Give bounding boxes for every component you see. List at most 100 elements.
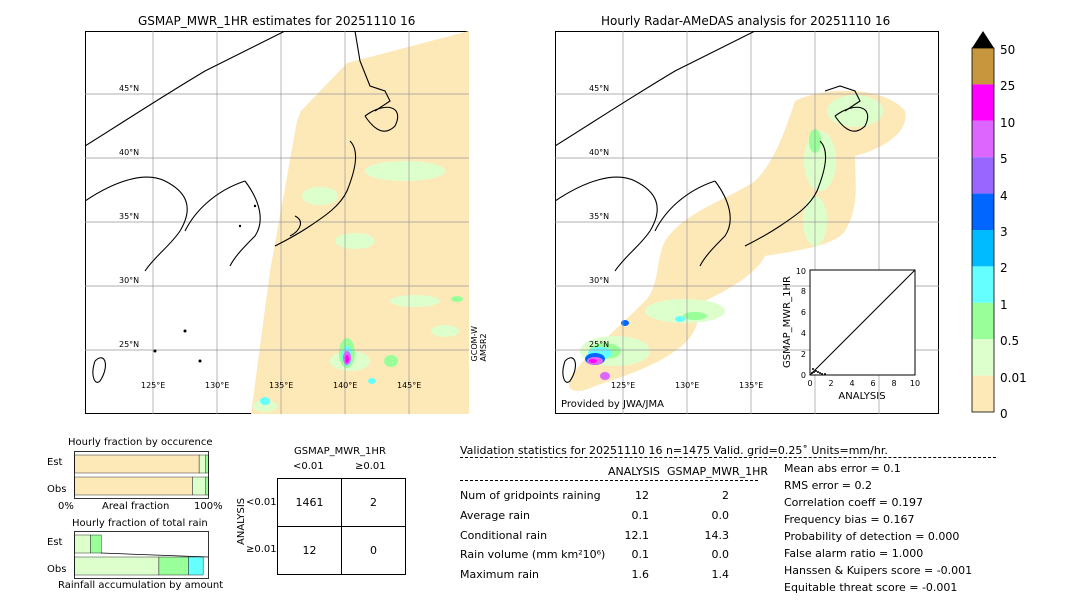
est-obs-connector xyxy=(100,552,209,558)
lat-label: 35°N xyxy=(589,212,609,221)
colorbar-label: 0 xyxy=(1000,407,1008,418)
contingency-row1: <0.01 xyxy=(246,497,277,508)
colorbar-label: 50 xyxy=(1000,43,1015,57)
y-tick: 6 xyxy=(801,308,806,317)
stat-analysis: 0.1 xyxy=(631,509,650,522)
bar-segment-obs xyxy=(158,556,189,576)
contingency-cell: 2 xyxy=(341,478,406,527)
x-tick: 8 xyxy=(891,379,896,388)
bar-segment-obs xyxy=(188,556,204,576)
left-map-title: GSMAP_MWR_1HR estimates for 20251110 16 xyxy=(138,14,416,28)
colorbar-label: 0.01 xyxy=(1000,371,1026,385)
contingency-title: GSMAP_MWR_1HR xyxy=(294,446,386,457)
occurrence-axis-label: Areal fraction xyxy=(102,501,170,512)
right-map-title: Hourly Radar-AMeDAS analysis for 2025111… xyxy=(601,14,891,28)
lat-label: 25°N xyxy=(119,340,139,349)
score-line: Correlation coeff = 0.197 xyxy=(784,496,923,509)
x-tick: 4 xyxy=(849,379,854,388)
stat-analysis: 12.1 xyxy=(624,529,650,542)
colorbar-label: 1 xyxy=(1000,298,1008,312)
colorbar-label: 4 xyxy=(1000,189,1008,203)
lon-label: 125°E xyxy=(611,381,635,390)
colorbar: 50 25 10 5 4 3 2 1 0.5 0.01 0 xyxy=(971,31,1026,418)
validation-divider xyxy=(460,457,996,458)
colorbar-segment xyxy=(972,230,994,267)
lon-label: 125°E xyxy=(141,381,165,390)
colorbar-label: 10 xyxy=(1000,116,1015,130)
satellite-label: GCOM-W AMSR2 xyxy=(470,326,488,362)
bar-segment-est xyxy=(90,534,102,554)
contingency-col2: ≥0.01 xyxy=(355,461,386,472)
lat-label: 35°N xyxy=(119,212,139,221)
validation-subdivider xyxy=(460,480,758,481)
bar-segment-est xyxy=(74,454,200,474)
stat-label: Maximum rain xyxy=(460,568,539,581)
occurrence-axis-right: 100% xyxy=(194,501,223,512)
total-rain-chart xyxy=(74,531,209,579)
colorbar-segment xyxy=(972,302,994,340)
score-line: Equitable threat score = -0.001 xyxy=(784,581,958,594)
stat-label: Num of gridpoints raining xyxy=(460,489,601,502)
x-tick: 0 xyxy=(807,379,812,388)
bar-segment-obs xyxy=(205,476,209,496)
scatter-xlabel: ANALYSIS xyxy=(838,391,885,402)
colorbar-label: 0.5 xyxy=(1000,334,1019,348)
x-tick: 10 xyxy=(910,379,920,388)
lat-label: 45°N xyxy=(119,84,139,93)
colorbar-segment xyxy=(972,266,994,303)
swath-area xyxy=(251,31,469,414)
contingency-cell: 1461 xyxy=(277,478,342,527)
lat-label: 40°N xyxy=(589,148,609,157)
lat-label: 25°N xyxy=(589,340,609,349)
lat-label: 45°N xyxy=(589,84,609,93)
stat-gsmap: 0.0 xyxy=(711,509,730,522)
colorbar-segment xyxy=(972,120,994,158)
occurrence-axis-left: 0% xyxy=(58,501,74,512)
lon-label: 145°E xyxy=(397,381,421,390)
lon-label: 140°E xyxy=(333,381,357,390)
contingency-col1: <0.01 xyxy=(293,461,324,472)
lon-label: 135°E xyxy=(269,381,293,390)
lon-label: 130°E xyxy=(205,381,229,390)
y-tick: 4 xyxy=(801,329,806,338)
stat-analysis: 12 xyxy=(635,489,649,502)
colorbar-segment xyxy=(972,193,994,230)
score-line: Hanssen & Kuipers score = -0.001 xyxy=(784,564,973,577)
contingency-cell: 12 xyxy=(277,526,342,575)
stat-label: Conditional rain xyxy=(460,529,548,542)
colorbar-segment xyxy=(972,48,994,85)
left-map: 45°N 40°N 35°N 30°N 25°N 125°E 130°E 135… xyxy=(85,31,469,414)
stat-analysis: 1.6 xyxy=(631,568,650,581)
colorbar-label: 5 xyxy=(1000,152,1008,166)
y-tick: 8 xyxy=(801,287,806,296)
scatter-ylabel: GSMAP_MWR_1HR xyxy=(782,276,793,368)
colorbar-label: 2 xyxy=(1000,261,1008,275)
lon-label: 135°E xyxy=(739,381,763,390)
total-rain-footer: Rainfall accumulation by amount xyxy=(58,580,224,591)
bar-segment-est xyxy=(74,534,91,554)
occurrence-title: Hourly fraction by occurence xyxy=(68,437,213,448)
bar-segment-obs xyxy=(74,556,160,576)
x-tick: 2 xyxy=(828,379,833,388)
stat-gsmap: 2 xyxy=(722,489,729,502)
contingency-table: 1461 2 12 0 xyxy=(277,478,406,575)
colorbar-label: 3 xyxy=(1000,225,1008,239)
occurrence-obs-label: Obs xyxy=(47,484,67,495)
colorbar-segment xyxy=(972,339,994,376)
contingency-cell: 0 xyxy=(341,526,406,575)
score-line: Frequency bias = 0.167 xyxy=(784,513,915,526)
stat-gsmap: 14.3 xyxy=(704,529,730,542)
y-tick: 0 xyxy=(801,371,806,380)
stat-gsmap: 1.4 xyxy=(711,568,730,581)
occurrence-est-label: Est xyxy=(47,457,63,468)
score-line: Probability of detection = 0.000 xyxy=(784,530,960,543)
bar-segment-est xyxy=(205,454,209,474)
stat-analysis: 0.1 xyxy=(631,548,650,561)
lat-label: 30°N xyxy=(589,276,609,285)
col-gsmap-header: GSMAP_MWR_1HR xyxy=(667,465,769,478)
occurrence-chart xyxy=(74,451,209,499)
lon-label: 130°E xyxy=(675,381,699,390)
stat-label: Average rain xyxy=(460,509,530,522)
data-credit: Provided by JWA/JMA xyxy=(561,399,664,410)
colorbar-segment xyxy=(972,157,994,194)
